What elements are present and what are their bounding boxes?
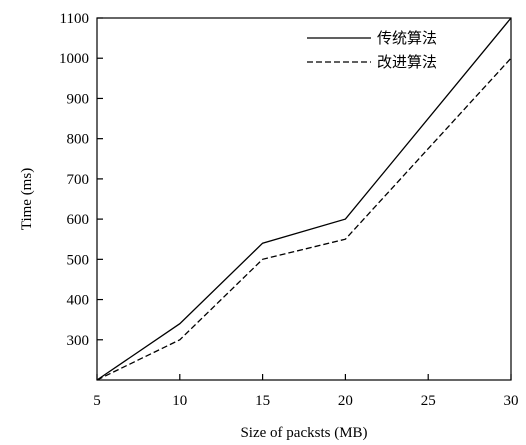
y-tick-label: 1000: [59, 51, 89, 67]
y-tick-label: 400: [67, 293, 90, 309]
x-tick-label: 30: [504, 393, 519, 409]
y-tick-label: 600: [67, 212, 90, 228]
y-tick-label: 300: [67, 333, 90, 349]
y-tick-label: 500: [67, 252, 90, 268]
x-tick-label: 15: [255, 393, 270, 409]
y-axis: 300 400 500 600 700 800 900 1000 1100: [59, 11, 103, 349]
legend-label-2: 改进算法: [377, 53, 437, 71]
legend-label-1: 传统算法: [377, 29, 437, 47]
y-axis-title: Time (ms): [19, 168, 35, 230]
x-axis-title: Size of packsts (MB): [240, 425, 367, 441]
y-tick-label: 1100: [60, 11, 89, 27]
x-axis: 5 10 15 20 25 30: [93, 374, 519, 409]
y-tick-label: 800: [67, 132, 90, 148]
series-line-2: [96, 57, 512, 381]
x-tick-label: 25: [421, 393, 436, 409]
series-line-1: [96, 17, 512, 381]
x-tick-label: 5: [93, 393, 101, 409]
plot-frame: [96, 17, 512, 381]
x-tick-label: 20: [338, 393, 353, 409]
y-tick-label: 700: [67, 172, 90, 188]
y-tick-label: 900: [67, 91, 90, 107]
series-group: [96, 17, 512, 381]
x-tick-label: 10: [172, 393, 187, 409]
